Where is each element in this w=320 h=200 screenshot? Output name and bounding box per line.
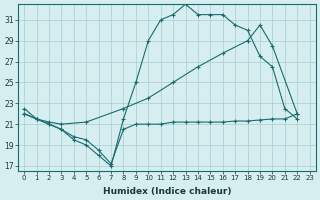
- X-axis label: Humidex (Indice chaleur): Humidex (Indice chaleur): [103, 187, 231, 196]
